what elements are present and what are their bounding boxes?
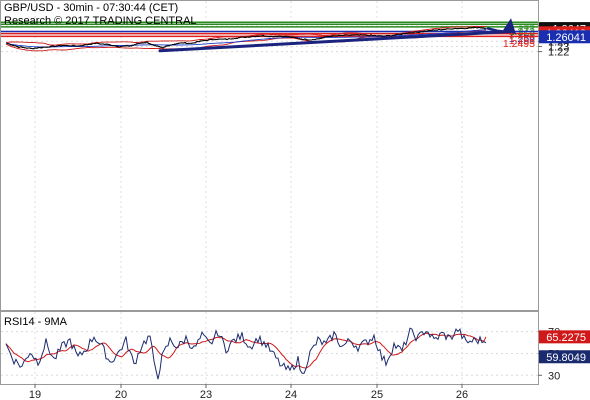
y-tick-label: 1.23 bbox=[548, 41, 569, 53]
rsi-y-tick-label: 30 bbox=[548, 370, 560, 382]
chart-subtitle: Research © 2017 TRADING CENTRAL bbox=[4, 15, 197, 27]
rsi-title: RSI14 - 9MA bbox=[4, 316, 68, 328]
ma-price-tag-bg bbox=[539, 30, 590, 44]
rsi-tag-bg bbox=[539, 350, 590, 364]
rsi-ma-line bbox=[5, 332, 487, 369]
x-tick-label: 24 bbox=[285, 389, 297, 400]
x-tick-label: 26 bbox=[456, 389, 468, 400]
chart-title: GBP/USD - 30min - 07:30:44 (CET) bbox=[4, 2, 178, 14]
bollinger-upper bbox=[5, 25, 486, 46]
main-panel bbox=[0, 0, 539, 311]
y-tick-label: 1.22 bbox=[548, 47, 569, 59]
projection-arrow bbox=[486, 26, 510, 34]
x-tick-label: 20 bbox=[115, 389, 127, 400]
support-label: 1.255 bbox=[509, 35, 535, 47]
rsi-ma-tag: 65.2275 bbox=[546, 332, 586, 344]
x-tick-label: 19 bbox=[29, 389, 41, 400]
trend-line bbox=[158, 30, 512, 53]
rsi-tag: 59.8049 bbox=[546, 352, 586, 364]
rsi-line bbox=[5, 327, 487, 380]
x-tick-label: 23 bbox=[200, 389, 212, 400]
rsi-layer bbox=[5, 327, 487, 380]
x-tick-label: 25 bbox=[371, 389, 383, 400]
projection-arrow-head bbox=[503, 18, 516, 35]
moving-average bbox=[5, 29, 487, 48]
ma-price-tag: 1.26041 bbox=[546, 32, 586, 44]
candles-layer bbox=[6, 26, 488, 50]
grid-layer bbox=[1, 1, 538, 384]
support-label: 1.2495 bbox=[503, 38, 535, 50]
trend-layer bbox=[158, 18, 516, 53]
rsi-ma-tag-bg bbox=[539, 330, 590, 344]
